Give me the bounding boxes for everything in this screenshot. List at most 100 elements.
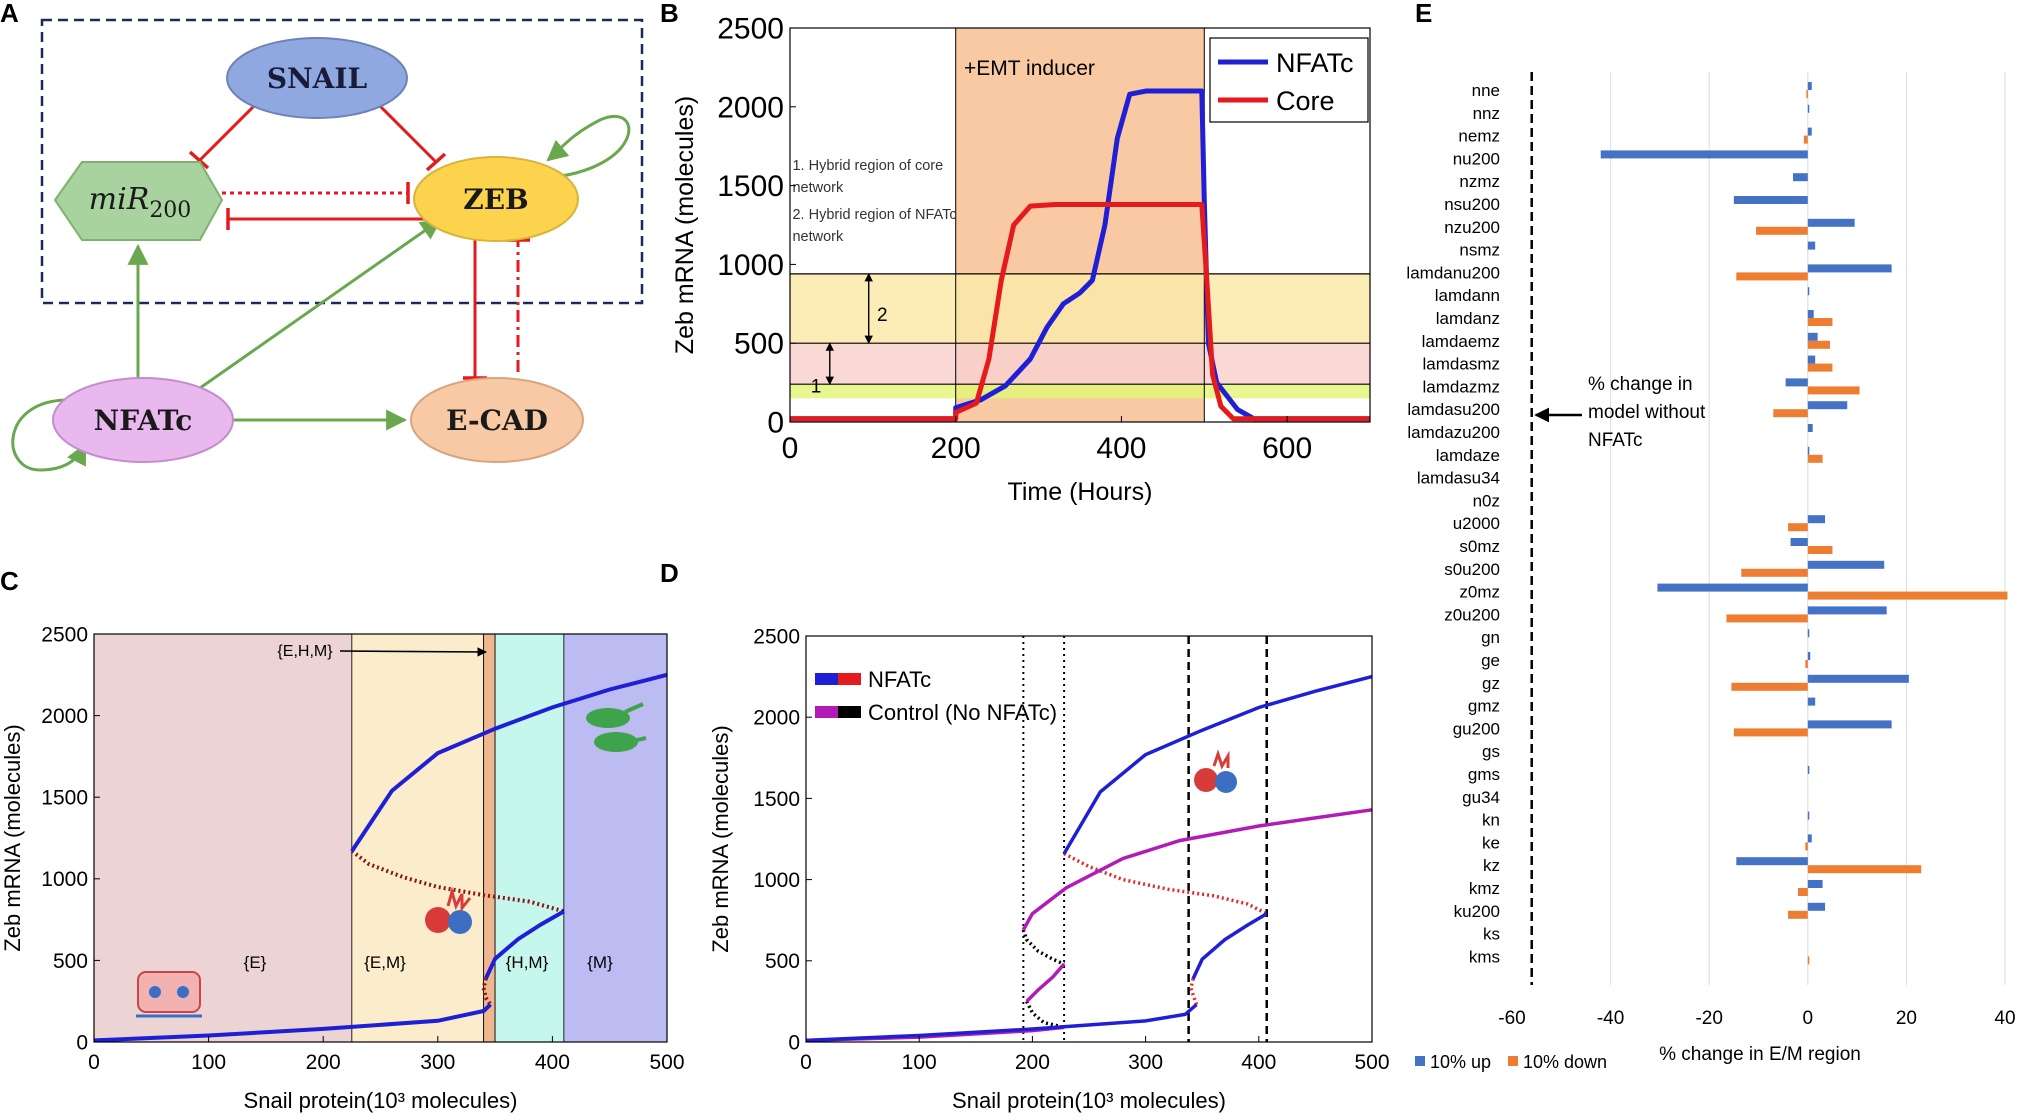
core-network-box bbox=[40, 18, 644, 305]
edge-snail-zeb bbox=[370, 96, 438, 164]
region bbox=[494, 633, 565, 1043]
b-axes-frame bbox=[789, 27, 1371, 423]
b-xtick-label: 600 bbox=[1262, 432, 1312, 465]
e-bar-up-nu200 bbox=[1600, 150, 1808, 159]
b-ytick-label: 0 bbox=[767, 407, 784, 440]
control-stable bbox=[1025, 962, 1066, 1003]
e-category-label: gs bbox=[1482, 742, 1500, 761]
e-category-label: ge bbox=[1481, 651, 1500, 670]
e-bar-up-s0u200 bbox=[1807, 560, 1885, 569]
c-ytick-label: 2500 bbox=[41, 623, 88, 646]
node-snail: SNAIL bbox=[226, 37, 408, 119]
stable-branch bbox=[350, 672, 668, 853]
arrow-2-label: 2 bbox=[877, 305, 888, 326]
e-category-label: gu200 bbox=[1453, 719, 1500, 738]
series-core bbox=[790, 202, 1370, 422]
region bbox=[93, 633, 353, 1043]
e-bar-down-ku200 bbox=[1788, 910, 1808, 919]
arrow-1-label: 1 bbox=[811, 377, 822, 398]
panel-label-d: D bbox=[660, 558, 679, 588]
nfatc-unstable bbox=[1189, 978, 1199, 1006]
annotation-arrow bbox=[339, 647, 487, 657]
e-bar-up-lamdasu200 bbox=[1807, 401, 1848, 410]
d-xtick-label: 200 bbox=[1015, 1051, 1050, 1074]
panel-c: C {E} {E,M} {H,M} {M} {E,H,M} 0 100 200 300 400 50… bbox=[0, 566, 685, 1113]
d-ytick-label: 1500 bbox=[753, 788, 800, 811]
e-bar-down-gz bbox=[1731, 682, 1808, 691]
d-xtick-label: 400 bbox=[1241, 1051, 1276, 1074]
legend-b-core: Core bbox=[1276, 86, 1335, 116]
e-category-label: gn bbox=[1481, 628, 1500, 647]
e-bar-down-kms bbox=[1807, 956, 1810, 965]
node-mir200-label: miR200 bbox=[89, 182, 192, 223]
e-bar-up-z0mz bbox=[1657, 583, 1808, 592]
e-category-label: lamdazmz bbox=[1423, 377, 1500, 396]
control-unstable bbox=[1021, 929, 1065, 966]
c-ytick-label: 500 bbox=[53, 950, 88, 973]
e-category-label: kn bbox=[1482, 811, 1500, 830]
e-category-label: lamdasmz bbox=[1423, 355, 1500, 374]
d-xtick-label: 500 bbox=[1354, 1051, 1389, 1074]
c-ytick-label: 1500 bbox=[41, 787, 88, 810]
panel-label-b: B bbox=[660, 0, 679, 28]
d-xtick-label: 100 bbox=[902, 1051, 937, 1074]
e-category-label: z0u200 bbox=[1444, 605, 1500, 624]
node-ecad-label: E-CAD bbox=[446, 404, 548, 437]
e-bar-down-u2000 bbox=[1788, 523, 1808, 532]
e-reference-label: model without bbox=[1588, 402, 1706, 423]
chart-e-legend: 10% up 10% down bbox=[1415, 1052, 1607, 1072]
e-category-label: ks bbox=[1483, 925, 1500, 944]
e-category-label: nnz bbox=[1473, 104, 1500, 123]
e-category-label: s0mz bbox=[1459, 537, 1500, 556]
note-line: network bbox=[792, 180, 844, 196]
edge-snail-mir bbox=[198, 96, 264, 162]
hybrid-cells-icon bbox=[425, 886, 472, 934]
panel-label-e: E bbox=[1415, 0, 1432, 28]
e-xlabel: % change in E/M region bbox=[1659, 1044, 1861, 1065]
e-category-label: kmz bbox=[1469, 879, 1500, 898]
region-label: {M} bbox=[587, 953, 613, 972]
e-bar-up-lamdasmz bbox=[1807, 355, 1816, 364]
e-category-label: kz bbox=[1483, 856, 1500, 875]
e-category-label: ke bbox=[1482, 833, 1500, 852]
e-bar-up-gms bbox=[1807, 766, 1810, 774]
e-category-label: nne bbox=[1472, 81, 1500, 100]
control-stable bbox=[1021, 808, 1373, 931]
stable-branch bbox=[93, 1003, 492, 1043]
c-xtick-label: 500 bbox=[649, 1051, 684, 1074]
note-line: network bbox=[792, 229, 844, 245]
e-xtick-label: -20 bbox=[1695, 1008, 1722, 1029]
e-category-label: nzu200 bbox=[1444, 218, 1500, 237]
c-xlabel: Snail protein(10³ molecules) bbox=[244, 1088, 518, 1113]
e-bar-down-nne bbox=[1806, 90, 1808, 98]
legend-d-control: Control (No NFATc) bbox=[868, 700, 1057, 725]
e-bar-down-s0mz bbox=[1807, 546, 1833, 554]
e-bar-up-kmz bbox=[1807, 880, 1823, 888]
e-bar-down-nzu200 bbox=[1756, 226, 1808, 235]
e-bar-up-gn bbox=[1807, 629, 1810, 638]
e-bar-up-nsu200 bbox=[1733, 196, 1808, 204]
e-category-label: lamdaemz bbox=[1422, 332, 1500, 351]
c-ytick-label: 2000 bbox=[41, 705, 88, 728]
b-xtick-label: 0 bbox=[782, 432, 799, 465]
e-category-label: s0u200 bbox=[1444, 560, 1500, 579]
region-label: {E} bbox=[244, 953, 267, 972]
panel-e: E -60 -40 -20 0 20 40 % change in model without… bbox=[1406, 0, 2015, 1072]
e-xtick-label: -60 bbox=[1498, 1008, 1525, 1029]
node-snail-label: SNAIL bbox=[267, 62, 368, 95]
e-bar-up-nemz bbox=[1807, 127, 1812, 136]
control-unstable bbox=[1025, 1000, 1065, 1030]
epithelial-cells-icon bbox=[136, 971, 202, 1018]
chart-b: +EMT inducer 1. Hybrid region of core netw… bbox=[671, 13, 1371, 506]
e-bar-up-lamdanz bbox=[1807, 310, 1814, 318]
c-ytick-label: 0 bbox=[76, 1031, 88, 1054]
edge-zeb-self bbox=[544, 114, 631, 180]
chart-d: 0 100 200 300 400 500 0 500 1000 1500 2000 2500 Snai… bbox=[708, 625, 1390, 1113]
e-bar-down-z0u200 bbox=[1726, 614, 1808, 623]
e-bar-up-lamdaemz bbox=[1807, 332, 1818, 341]
legend-b-nfatc: NFATc bbox=[1276, 48, 1354, 78]
e-bar-up-ke bbox=[1807, 834, 1812, 843]
d-axes-frame bbox=[805, 635, 1373, 1043]
e-bar-up-lamdann bbox=[1807, 287, 1810, 296]
hybrid-cells-icon-d bbox=[1194, 749, 1237, 793]
